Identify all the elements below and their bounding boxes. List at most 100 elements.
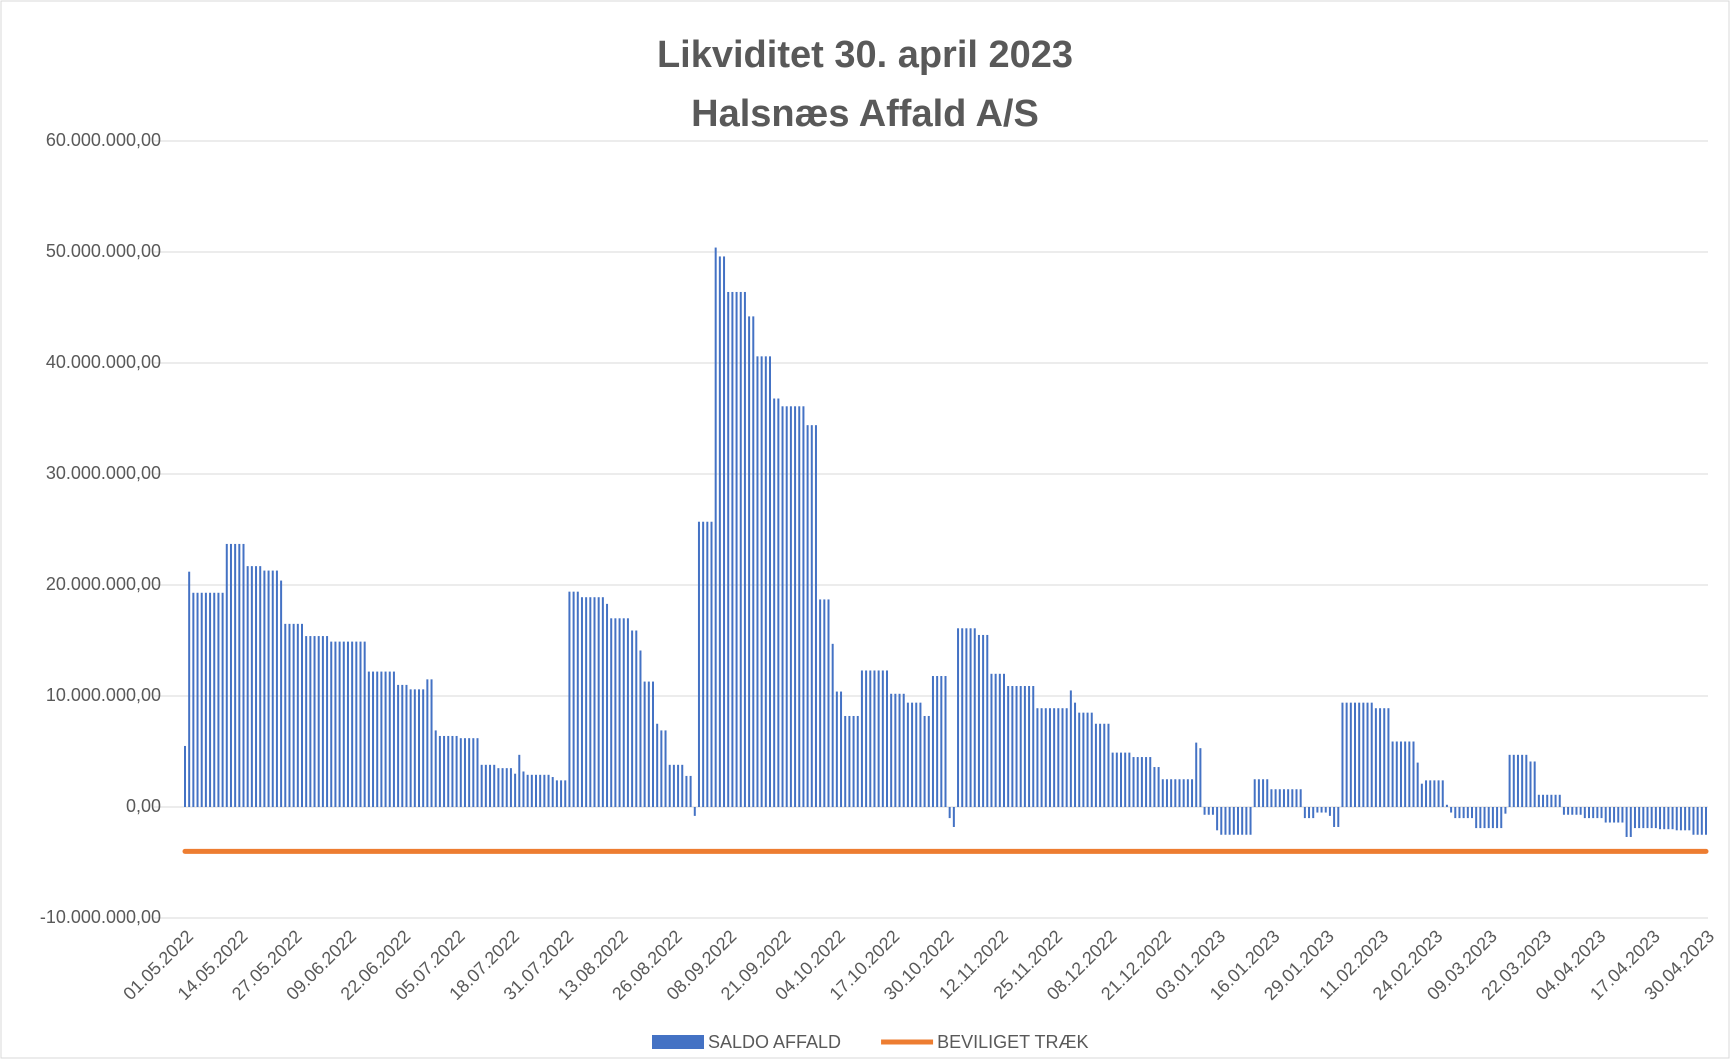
bar [1253, 779, 1256, 807]
bar [580, 597, 583, 807]
bar [1504, 807, 1507, 814]
bar [1583, 807, 1586, 819]
bar [764, 356, 767, 807]
bar [301, 623, 303, 807]
bar [890, 693, 893, 807]
bar [743, 291, 746, 808]
y-tick-label: 40.000.000,00 [46, 352, 161, 372]
bar [998, 673, 1001, 807]
bar [622, 618, 625, 807]
bar [990, 673, 993, 807]
bar [1462, 807, 1465, 819]
bar [1366, 702, 1369, 807]
bar [280, 580, 283, 807]
bar [313, 636, 316, 807]
bar [363, 641, 366, 807]
bar [931, 676, 934, 807]
bar [518, 754, 521, 807]
bar [1053, 708, 1056, 807]
bar [710, 521, 713, 807]
bar [923, 715, 926, 807]
bar [1224, 807, 1227, 835]
y-tick-label: 20.000.000,00 [46, 574, 161, 594]
bar [184, 745, 186, 807]
bar [677, 764, 680, 807]
bar [1684, 807, 1687, 831]
bar [1433, 780, 1436, 807]
bar [618, 618, 621, 807]
bar [317, 636, 320, 807]
bar [806, 425, 809, 807]
bar [1282, 789, 1285, 807]
bar [1015, 686, 1018, 807]
bar [1178, 779, 1181, 807]
bar [802, 406, 805, 807]
y-tick-label: 60.000.000,00 [46, 130, 161, 150]
bar [346, 641, 349, 807]
bar [309, 636, 312, 807]
bar [1646, 807, 1649, 829]
bar [781, 406, 784, 807]
bar [330, 641, 333, 807]
bar [434, 730, 437, 807]
bar [1416, 762, 1419, 807]
bar [1057, 708, 1060, 807]
bar [1249, 807, 1252, 835]
bar [902, 693, 905, 807]
bar [1679, 807, 1682, 831]
bar [1061, 708, 1064, 807]
bar [334, 641, 337, 807]
bar [1600, 807, 1603, 819]
bar [263, 570, 266, 807]
bar [1048, 708, 1051, 807]
bar [463, 738, 466, 807]
bar [447, 735, 450, 807]
bar [547, 774, 550, 807]
bar [1533, 761, 1536, 807]
legend-label: SALDO AFFALD [708, 1032, 841, 1052]
bar [1345, 702, 1348, 807]
bar [426, 679, 429, 807]
bar [856, 715, 859, 807]
bar [1274, 789, 1277, 807]
bar [1211, 807, 1214, 815]
bar [221, 592, 224, 807]
bar [1262, 779, 1265, 807]
bar [1471, 807, 1473, 819]
bar [238, 543, 241, 807]
chart-title: Likviditet 30. april 2023 [657, 34, 1073, 76]
bar [493, 764, 496, 807]
bar [1241, 807, 1244, 835]
bar [397, 684, 400, 807]
bar [1044, 708, 1047, 807]
bar [188, 571, 191, 807]
bar [476, 738, 479, 807]
bar [1074, 702, 1077, 807]
bar [1621, 807, 1624, 823]
bar [217, 592, 220, 807]
bar [626, 618, 629, 807]
bar [1596, 807, 1599, 819]
bar [196, 592, 199, 807]
bar [1575, 807, 1578, 815]
bar [961, 628, 964, 807]
bar [267, 570, 270, 807]
bar [1529, 761, 1532, 807]
bar [714, 247, 717, 807]
bar [756, 356, 759, 807]
bar [647, 681, 650, 807]
bar [1270, 789, 1273, 807]
bar [326, 636, 329, 807]
bar [814, 425, 817, 807]
bar [305, 636, 308, 807]
bar [1408, 741, 1411, 807]
bar [1090, 712, 1093, 807]
bar [1195, 742, 1198, 807]
bar [760, 356, 763, 807]
bar [355, 641, 358, 807]
bar [497, 768, 500, 807]
bar [1671, 807, 1674, 830]
bar [798, 406, 801, 807]
bar [530, 774, 533, 807]
bar [1525, 754, 1528, 807]
